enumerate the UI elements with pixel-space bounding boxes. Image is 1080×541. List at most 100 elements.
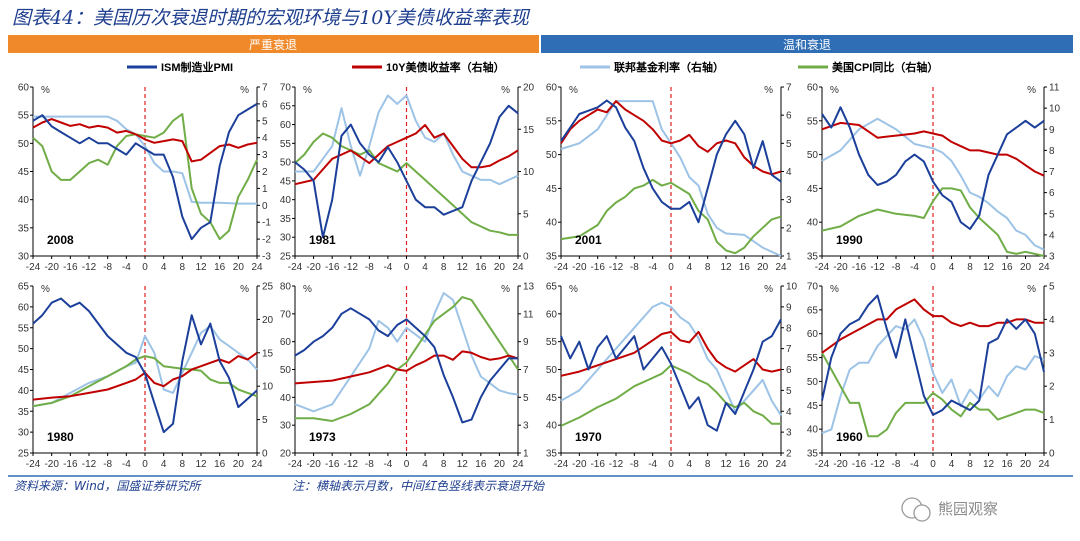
x-tick-label: 12 (457, 262, 469, 273)
year-label: 1981 (309, 233, 336, 247)
series-line-10Y美债收益率 (821, 298, 1044, 354)
y2-tick-label: 2 (1049, 382, 1055, 393)
y-tick-label: 50 (546, 150, 558, 161)
y-unit-label: % (303, 284, 312, 295)
x-tick-label: -20 (306, 262, 321, 273)
x-tick-label: -12 (870, 459, 885, 470)
year-label: 1973 (309, 430, 336, 444)
y-tick-label: 55 (807, 353, 819, 364)
series-line-10Y美债收益率 (560, 100, 782, 176)
y-tick-label: 50 (18, 139, 30, 150)
x-tick-label: 8 (705, 459, 711, 470)
y2-tick-label: 5 (1049, 209, 1055, 220)
y-unit-label: % (303, 85, 312, 96)
x-tick-label: -8 (892, 262, 901, 273)
x-tick-label: -16 (63, 459, 78, 470)
y2-tick-label: 7 (786, 83, 792, 94)
series-line-ISM制造业PMI (294, 104, 519, 239)
band-severe (8, 35, 539, 53)
y-tick-label: 35 (280, 214, 292, 225)
series-line-联邦基金利率 (821, 318, 1045, 434)
y-tick-label: 55 (18, 323, 30, 334)
y-unit-label: % (830, 284, 839, 295)
x-tick-label: 20 (233, 459, 245, 470)
x-tick-label: 0 (142, 262, 148, 273)
x-tick-label: -4 (910, 262, 919, 273)
y-tick-label: 25 (18, 449, 30, 460)
y-tick-label: 65 (807, 305, 819, 316)
x-tick-label: -4 (122, 262, 131, 273)
y-tick-label: 25 (280, 252, 292, 263)
y2-tick-label: -1 (262, 218, 271, 229)
y2-tick-label: 4 (786, 407, 792, 418)
x-tick-label: 24 (775, 262, 787, 273)
page-title: 图表44：美国历次衰退时期的宏观环境与10Y美债收益率表现 (12, 7, 531, 29)
x-tick-label: 16 (214, 262, 226, 273)
y-tick-label: 60 (546, 309, 558, 320)
y-tick-label: 35 (546, 252, 558, 263)
x-tick-label: -12 (609, 262, 624, 273)
series-line-联邦基金利率 (33, 115, 257, 205)
y2-tick-label: 13 (523, 282, 535, 293)
y2-tick-label: 7 (1049, 167, 1055, 178)
y2-tick-label: 5 (1049, 282, 1055, 293)
x-tick-label: 0 (930, 459, 936, 470)
y2-tick-label: 7 (523, 365, 529, 376)
x-tick-label: -16 (852, 459, 867, 470)
y2-tick-label: 15 (523, 125, 535, 136)
series-line-联邦基金利率 (821, 117, 1045, 251)
y2-unit-label: % (501, 284, 510, 295)
x-tick-label: 4 (422, 262, 428, 273)
y-tick-label: 60 (280, 337, 292, 348)
x-tick-label: -4 (910, 459, 919, 470)
x-tick-label: 20 (494, 459, 506, 470)
y-tick-label: 50 (807, 150, 819, 161)
series-line-美国CPI同比 (294, 132, 518, 236)
y2-tick-label: 10 (1049, 104, 1061, 115)
x-tick-label: -8 (892, 459, 901, 470)
x-tick-label: 8 (967, 459, 973, 470)
y-unit-label: % (569, 284, 578, 295)
x-tick-label: -20 (306, 459, 321, 470)
x-tick-label: 4 (687, 459, 693, 470)
x-tick-label: -24 (288, 262, 303, 273)
y-tick-label: 30 (18, 252, 30, 263)
year-label: 1980 (47, 430, 74, 444)
y-tick-label: 40 (546, 421, 558, 432)
legend-label-ust: 10Y美债收益率（右轴） (386, 60, 505, 74)
y2-tick-label: 9 (786, 302, 792, 313)
x-tick-label: 20 (494, 262, 506, 273)
y-tick-label: 45 (280, 176, 292, 187)
y-tick-label: 35 (18, 223, 30, 234)
y2-tick-label: 2 (786, 449, 792, 460)
y-tick-label: 30 (18, 428, 30, 439)
y-tick-label: 80 (280, 282, 292, 293)
y2-tick-label: 9 (523, 337, 529, 348)
y-tick-label: 45 (18, 365, 30, 376)
y2-tick-label: 5 (786, 386, 792, 397)
y-tick-label: 40 (807, 425, 819, 436)
year-label: 1970 (575, 430, 602, 444)
y2-tick-label: 3 (786, 195, 792, 206)
series-line-美国CPI同比 (821, 352, 1045, 438)
y-tick-label: 30 (280, 421, 292, 432)
y2-unit-label: % (240, 284, 249, 295)
y2-tick-label: 2 (262, 167, 268, 178)
y-tick-label: 35 (807, 449, 819, 460)
y2-tick-label: 3 (1049, 252, 1055, 263)
y2-tick-label: 11 (1049, 83, 1060, 94)
x-tick-label: 16 (739, 459, 751, 470)
x-tick-label: -16 (590, 459, 605, 470)
series-line-美国CPI同比 (295, 296, 519, 422)
y-tick-label: 50 (546, 365, 558, 376)
x-tick-label: -8 (365, 262, 374, 273)
x-tick-label: -4 (648, 459, 657, 470)
series-line-10Y美债收益率 (294, 350, 519, 385)
y-tick-label: 45 (18, 167, 30, 178)
series-line-联邦基金利率 (294, 292, 519, 413)
y2-tick-label: 11 (523, 309, 534, 320)
x-tick-label: 0 (404, 459, 410, 470)
y2-tick-label: 6 (262, 99, 268, 110)
